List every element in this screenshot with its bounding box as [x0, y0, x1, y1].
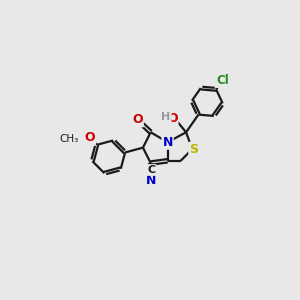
Text: C: C — [147, 165, 155, 175]
Text: O: O — [84, 131, 95, 144]
Text: H: H — [161, 112, 171, 122]
Text: N: N — [146, 174, 157, 187]
Text: S: S — [189, 143, 198, 156]
Text: Cl: Cl — [216, 74, 229, 87]
Text: O: O — [167, 112, 178, 125]
Text: O: O — [132, 113, 143, 126]
Text: CH₃: CH₃ — [60, 134, 79, 143]
Text: N: N — [162, 136, 173, 149]
